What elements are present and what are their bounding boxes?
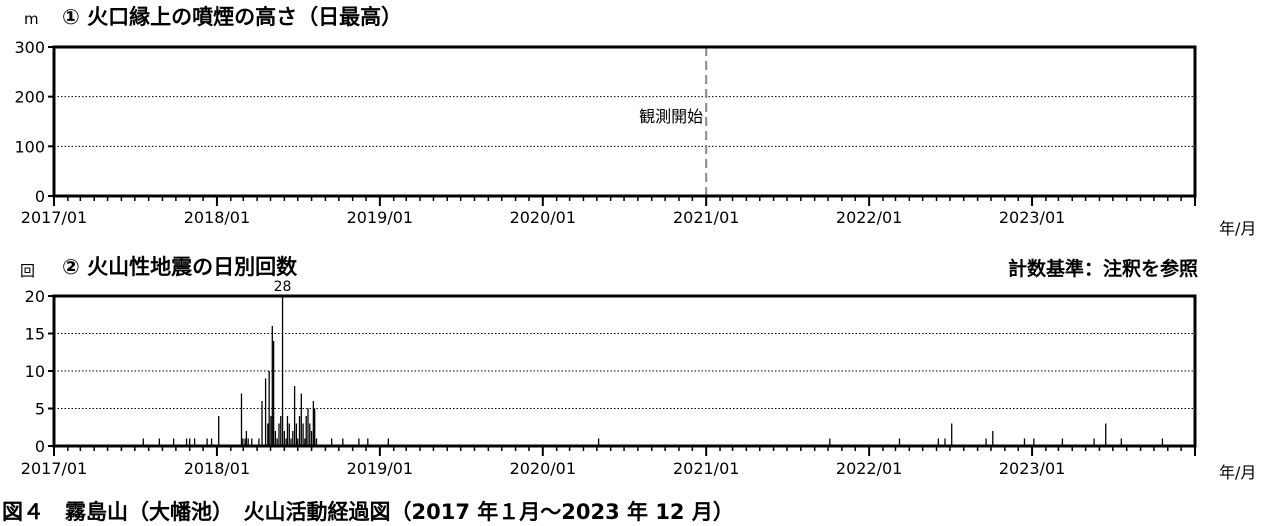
y-tick-label: 0 xyxy=(35,437,45,456)
observation-start-label: 観測開始 xyxy=(639,107,703,126)
x-tick-label: 2021/01 xyxy=(673,208,739,227)
panel-plume-height: m ① 火口縁上の噴煙の高さ（日最高） 観測開始 0 100 200 300 2017… xyxy=(14,5,1256,238)
panel2-note: 計数基準：注釈を参照 xyxy=(1008,257,1198,280)
x-tick-label: 2019/01 xyxy=(347,208,413,227)
panel2-bars: 28 xyxy=(142,279,1164,446)
x-tick-label: 2020/01 xyxy=(510,208,576,227)
x-tick-label: 2019/01 xyxy=(347,459,413,478)
x-tick-label: 2022/01 xyxy=(836,208,902,227)
x-tick-label: 2017/01 xyxy=(21,208,87,227)
panel1-title: ① 火口縁上の噴煙の高さ（日最高） xyxy=(62,5,402,29)
panel1-x-ticks: 2017/01 2018/01 2019/01 2020/01 2021/01 2022/… xyxy=(21,196,1196,227)
y-tick-label: 200 xyxy=(14,88,45,107)
x-tick-label: 2023/01 xyxy=(999,459,1065,478)
panel1-unit: m xyxy=(24,10,39,28)
y-tick-label: 5 xyxy=(35,400,45,419)
panel2-xlabel: 年/月 xyxy=(1219,463,1256,482)
panel2-title: ② 火山性地震の日別回数 xyxy=(62,255,298,279)
panel1-gridlines xyxy=(54,96,1195,147)
panel-earthquake-count: 回 ② 火山性地震の日別回数 計数基準：注釈を参照 28 0 5 10 15 20 20… xyxy=(20,255,1256,482)
panel2-frame xyxy=(52,294,1197,448)
y-tick-label: 10 xyxy=(25,362,45,381)
panel2-gridlines xyxy=(54,333,1195,409)
y-tick-label: 15 xyxy=(25,325,45,344)
y-tick-label: 0 xyxy=(35,187,45,206)
panel1-y-ticks: 0 100 200 300 xyxy=(14,38,54,206)
panel2-unit: 回 xyxy=(20,262,35,280)
y-tick-label: 20 xyxy=(25,287,45,306)
x-tick-label: 2018/01 xyxy=(184,459,250,478)
x-tick-label: 2018/01 xyxy=(184,208,250,227)
figure-caption: 図４ 霧島山（大幡池） 火山活動経過図（2017 年１月～2023 年 12 月… xyxy=(2,500,734,524)
panel1-marks: 観測開始 xyxy=(639,47,708,196)
x-tick-label: 2017/01 xyxy=(21,459,87,478)
clipped-value-label: 28 xyxy=(274,279,292,295)
y-tick-label: 300 xyxy=(14,38,45,57)
panel2-y-ticks: 0 5 10 15 20 xyxy=(25,287,54,456)
y-tick-label: 100 xyxy=(14,137,45,156)
panel1-frame xyxy=(52,45,1197,198)
panel1-xlabel: 年/月 xyxy=(1219,219,1256,238)
panel2-x-ticks: 2017/01 2018/01 2019/01 2020/01 2021/01 2022/… xyxy=(21,446,1196,478)
x-tick-label: 2022/01 xyxy=(836,459,902,478)
x-tick-label: 2020/01 xyxy=(510,459,576,478)
x-tick-label: 2023/01 xyxy=(999,208,1065,227)
x-tick-label: 2021/01 xyxy=(673,459,739,478)
